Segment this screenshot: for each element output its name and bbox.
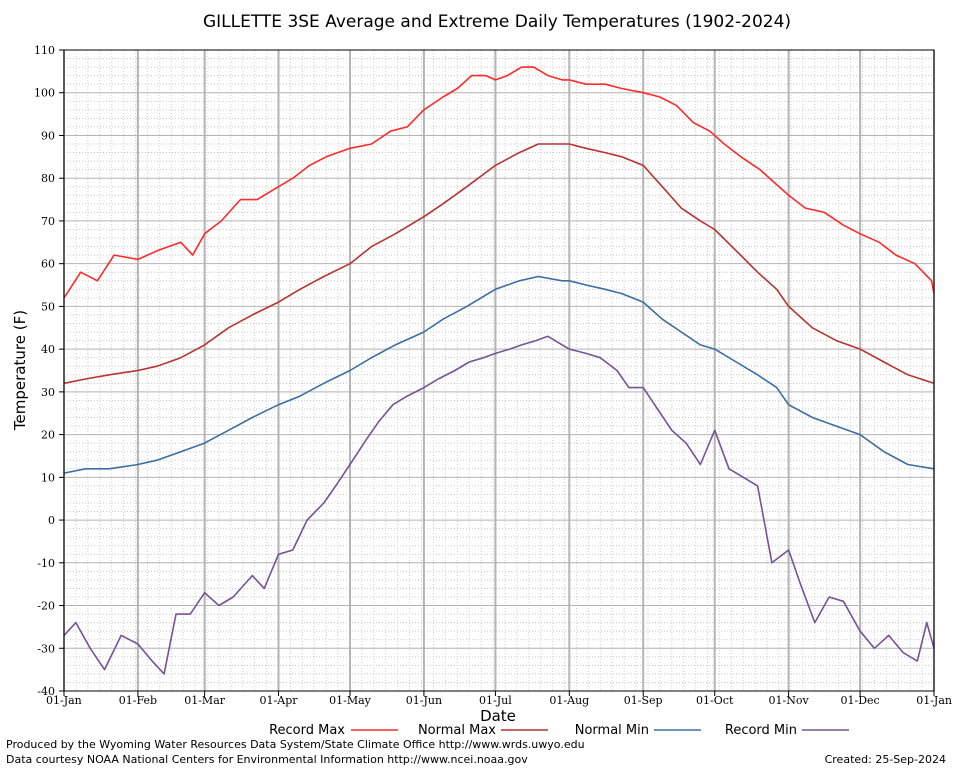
y-tick-label: 100 xyxy=(34,87,55,100)
y-tick-label: 0 xyxy=(48,514,55,527)
x-tick-label: 01-Sep xyxy=(624,694,663,707)
y-tick-label: -30 xyxy=(37,642,55,655)
y-tick-label: -40 xyxy=(37,685,55,698)
legend-label-normal-max: Normal Max xyxy=(418,723,496,738)
legend: Record Max Normal Max Normal Min Record Min xyxy=(269,723,849,738)
x-tick-label: 01-Dec xyxy=(841,694,880,707)
y-tick-label: 30 xyxy=(41,386,55,399)
footer-data-courtesy: Data courtesy NOAA National Centers for … xyxy=(6,753,528,766)
x-tick-label: 01-Jun xyxy=(406,694,442,707)
legend-label-record-max: Record Max xyxy=(269,723,345,738)
y-tick-label: 50 xyxy=(41,300,55,313)
y-tick-label: 20 xyxy=(41,429,55,442)
plot-frame xyxy=(63,49,935,692)
x-axis-label: Date xyxy=(480,707,516,725)
series-line-normal-min xyxy=(63,275,935,474)
minor-grid xyxy=(63,50,934,691)
x-axis: 01-Jan 01-Feb 01-Mar 01-Apr 01-May 01-Jun 01-J… xyxy=(46,691,952,707)
series-layer xyxy=(63,66,935,675)
y-tick-label: 60 xyxy=(41,258,55,271)
footer-produced-by: Produced by the Wyoming Water Resources … xyxy=(6,738,585,751)
y-tick-label: 80 xyxy=(41,172,55,185)
series-line-record-min xyxy=(63,335,935,675)
x-tick-label: 01-Oct xyxy=(696,694,734,707)
x-tick-label: 01-Jul xyxy=(479,694,512,707)
series-line-record-max xyxy=(63,66,935,299)
x-tick-label: 01-Nov xyxy=(769,694,810,707)
x-tick-label: 01-Apr xyxy=(260,694,299,707)
y-tick-label: 40 xyxy=(41,343,55,356)
x-tick-label: 01-Feb xyxy=(119,694,157,707)
y-tick-label: 70 xyxy=(41,215,55,228)
x-tick-label: 01-Jan xyxy=(46,694,82,707)
y-tick-label: 110 xyxy=(34,44,55,57)
y-tick-label: 90 xyxy=(41,129,55,142)
footer-created: Created: 25-Sep-2024 xyxy=(825,753,946,766)
series-line-normal-max xyxy=(63,143,935,385)
legend-label-normal-min: Normal Min xyxy=(575,723,649,738)
y-tick-label: -20 xyxy=(37,600,55,613)
x-tick-label: 01-Mar xyxy=(184,694,226,707)
x-tick-label: 01-Aug xyxy=(549,694,589,707)
y-axis-label: Temperature (F) xyxy=(11,310,29,431)
y-axis: -40 -30 -20 -10 0 10 20 30 40 50 60 70 80 90 100 110 xyxy=(34,44,64,698)
y-tick-label: 10 xyxy=(41,471,55,484)
x-tick-label: 01-May xyxy=(329,694,372,707)
plot-area xyxy=(64,50,934,691)
chart-title: GILLETTE 3SE Average and Extreme Daily T… xyxy=(203,12,791,32)
legend-label-record-min: Record Min xyxy=(725,723,797,738)
x-tick-label: 01-Jan xyxy=(916,694,952,707)
y-tick-label: -10 xyxy=(37,557,55,570)
